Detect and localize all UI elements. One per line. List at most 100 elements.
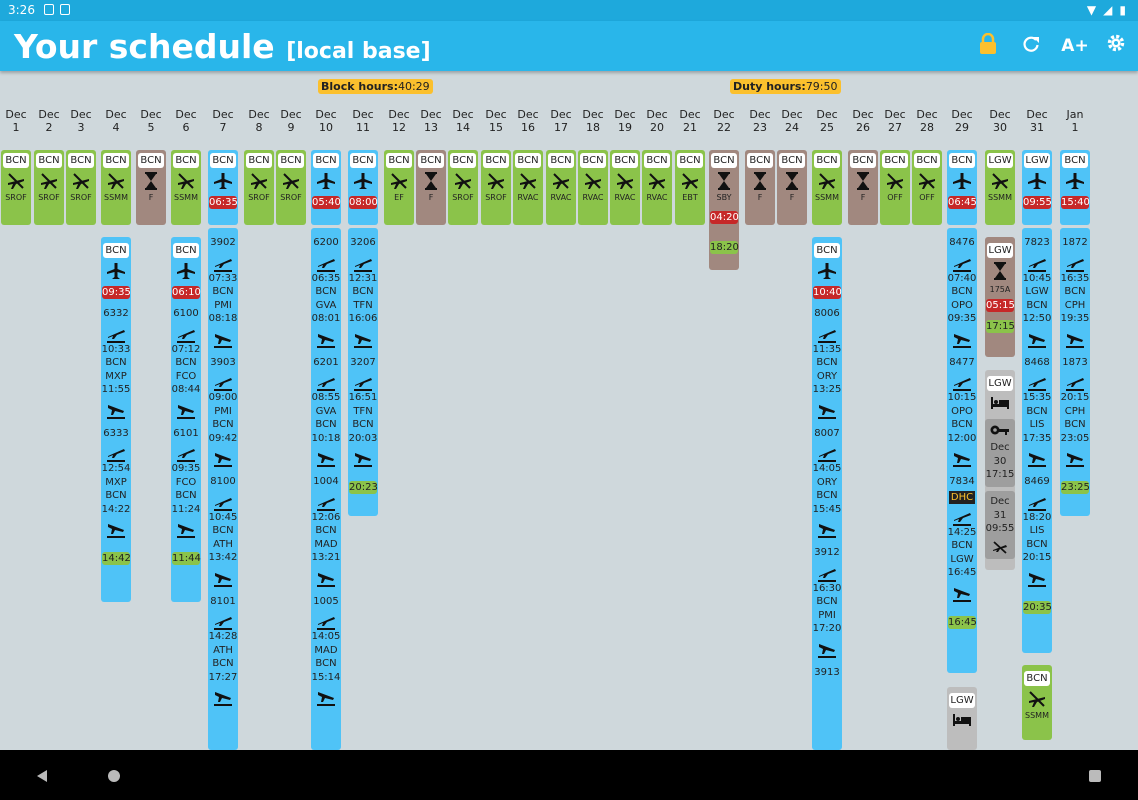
takeoff-icon (311, 612, 341, 630)
standby-card[interactable]: LGW 175A 05:15 17:15 (985, 237, 1015, 357)
activity-card[interactable]: BCN SROF (34, 150, 64, 225)
flight-leg[interactable]: 7823 10:45 LGW BCN 12:50 (1022, 236, 1052, 348)
flight-leg[interactable]: 6201 08:55 GVA BCN 10:18 (311, 356, 341, 467)
activity-card[interactable]: BCN F (416, 150, 446, 225)
flight-leg[interactable]: 3903 09:00 PMI BCN 09:42 (208, 356, 238, 467)
flight-from: BCN (1064, 286, 1086, 297)
flight-leg[interactable]: 6100 07:12 BCN FCO 08:44 (171, 307, 201, 419)
station-label: BCN (1024, 671, 1050, 686)
duty-card[interactable]: BCN 10:40 8006 11:35 BCN ORY 13:25 8007 14:05 ORY… (812, 237, 842, 750)
flight-from: MXP (105, 476, 127, 488)
activity-card[interactable]: BCN RVAC (578, 150, 608, 225)
flight-arr: 23:05 (1060, 432, 1090, 444)
duty-card[interactable]: 3902 07:33 BCN PMI 08:18 3903 09:00 PMI BCN 09:42… (208, 228, 238, 750)
station-label: BCN (36, 153, 62, 168)
settings-icon[interactable] (1103, 33, 1129, 59)
refresh-icon[interactable] (1018, 33, 1044, 59)
activity-card[interactable]: BCN F (745, 150, 775, 225)
day-header: Dec 16 (513, 108, 543, 138)
activity-card[interactable]: BCN EF (384, 150, 414, 225)
flight-leg[interactable]: 7834 DHC 14:25 BCN LGW 16:45 (947, 475, 977, 602)
station-label: BCN (814, 243, 840, 258)
activity-card[interactable]: BCN RVAC (610, 150, 640, 225)
activity-card[interactable]: BCN SROF (1, 150, 31, 225)
flight-leg[interactable]: 8468 15:35 BCN LIS 17:35 (1022, 356, 1052, 467)
flight-leg[interactable]: 3912 16:30 BCN PMI 17:20 (812, 546, 842, 658)
activity-card[interactable]: BCN 05:40 (311, 150, 341, 225)
duty-card[interactable]: 3206 12:31 BCN TFN 16:06 3207 16:51 TFN BCN 20:03… (348, 228, 378, 516)
activity-card[interactable]: BCN SBY 04:20 18:20 (709, 150, 739, 270)
back-icon[interactable] (35, 768, 49, 782)
activity-card[interactable]: BCN F (777, 150, 807, 225)
activity-card[interactable]: BCN SROF (244, 150, 274, 225)
flight-leg[interactable]: 8469 18:20 LIS BCN 20:15 (1022, 475, 1052, 587)
takeoff-icon (1022, 373, 1052, 391)
flight-leg[interactable]: 8101 14:28 ATH BCN 17:27 (208, 595, 238, 706)
activity-card[interactable]: BCN RVAC (546, 150, 576, 225)
flight-leg[interactable]: 6200 06:35 BCN GVA 08:01 (311, 236, 341, 348)
activity-card[interactable]: BCN SROF (276, 150, 306, 225)
font-size-icon[interactable]: A+ (1061, 36, 1089, 56)
activity-card[interactable]: BCN SROF (448, 150, 478, 225)
activity-card[interactable]: BCN 15:40 (1060, 150, 1090, 225)
flight-leg[interactable]: 1005 14:05 MAD BCN 15:14 (311, 595, 341, 706)
activity-card[interactable]: BCN EBT (675, 150, 705, 225)
duty-card[interactable]: 6200 06:35 BCN GVA 08:01 6201 08:55 GVA BCN 10:18… (311, 228, 341, 750)
station-label: BCN (350, 153, 376, 168)
day-month: Dec (280, 108, 302, 121)
activity-card[interactable]: BCN OFF (880, 150, 910, 225)
flight-leg[interactable]: 3207 16:51 TFN BCN 20:03 (348, 356, 378, 467)
flight-leg[interactable]: 8007 14:05 ORY BCN 15:45 (812, 427, 842, 538)
flight-leg[interactable]: 3913 (812, 666, 842, 680)
activity-card[interactable]: BCN OFF (912, 150, 942, 225)
duty-card[interactable]: 8476 07:40 BCN OPO 09:35 8477 10:15 OPO BCN 12:00… (947, 228, 977, 673)
activity-card[interactable]: BCN RVAC (513, 150, 543, 225)
activity-card[interactable]: BCN F (848, 150, 878, 225)
hotel-card[interactable]: LGW Dec 30 17:15 Dec 31 09:55 (985, 370, 1015, 570)
flight-leg[interactable]: 8477 10:15 OPO BCN 12:00 (947, 356, 977, 467)
flight-from: BCN (816, 357, 838, 368)
activity-card[interactable]: BCN 06:45 (947, 150, 977, 225)
activity-card[interactable]: LGW 09:55 (1022, 150, 1052, 225)
activity-card[interactable]: LGW SSMM (985, 150, 1015, 225)
home-icon[interactable] (107, 768, 121, 782)
flight-arr: 11:55 (101, 384, 131, 395)
flight-leg[interactable]: 6332 10:33 BCN MXP 11:55 (101, 307, 131, 419)
takeoff-icon (812, 564, 842, 582)
activity-card[interactable]: BCN F (136, 150, 166, 225)
duty-card[interactable]: BCN 06:10 6100 07:12 BCN FCO 08:44 6101 09:35 FCO… (171, 237, 201, 602)
activity-card[interactable]: BCN SSMM (171, 150, 201, 225)
activity-card[interactable]: BCN 08:00 (348, 150, 378, 225)
lock-icon[interactable] (975, 32, 1001, 59)
day-off-icon (244, 172, 274, 190)
activity-card[interactable]: BCN SROF (481, 150, 511, 225)
activity-card[interactable]: BCN SSMM (101, 150, 131, 225)
flight-leg[interactable]: 8476 07:40 BCN OPO 09:35 (947, 236, 977, 348)
activity-card[interactable]: BCN SSMM (812, 150, 842, 225)
flight-leg[interactable]: 8100 10:45 BCN ATH 13:42 (208, 475, 238, 587)
day-number: 27 (888, 121, 902, 134)
activity-card[interactable]: BCN 06:35 (208, 150, 238, 225)
flight-leg[interactable]: 3902 07:33 BCN PMI 08:18 (208, 236, 238, 348)
day-header: Dec 30 (985, 108, 1015, 138)
duty-card[interactable]: 7823 10:45 LGW BCN 12:50 8468 15:35 BCN LIS 17:35… (1022, 228, 1052, 653)
activity-card[interactable]: BCN RVAC (642, 150, 672, 225)
flight-leg[interactable]: 6101 09:35 FCO BCN 11:24 (171, 427, 201, 538)
station-label: BCN (210, 153, 236, 168)
flight-leg[interactable]: 8006 11:35 BCN ORY 13:25 (812, 307, 842, 419)
duty-card[interactable]: BCN 09:35 6332 10:33 BCN MXP 11:55 6333 12:54 MXP… (101, 237, 131, 602)
flight-to: TFN (353, 299, 373, 311)
flight-leg[interactable]: 1873 20:15 CPH BCN 23:05 (1060, 356, 1090, 467)
day-number: 30 (993, 121, 1007, 134)
flight-leg[interactable]: 3206 12:31 BCN TFN 16:06 (348, 236, 378, 348)
hotel-card[interactable]: LGW (947, 687, 977, 750)
plane-icon (208, 172, 238, 190)
recents-icon[interactable] (1088, 768, 1102, 782)
duty-card[interactable]: 1872 16:35 BCN CPH 19:35 1873 20:15 CPH BCN 23:05… (1060, 228, 1090, 516)
flight-leg[interactable]: 1004 12:06 BCN MAD 13:21 (311, 475, 341, 587)
flight-leg[interactable]: 1872 16:35 BCN CPH 19:35 (1060, 236, 1090, 348)
activity-card[interactable]: BCN SSMM (1022, 665, 1052, 740)
flight-number: 6101 (173, 427, 199, 439)
activity-card[interactable]: BCN SROF (66, 150, 96, 225)
flight-leg[interactable]: 6333 12:54 MXP BCN 14:22 (101, 427, 131, 538)
